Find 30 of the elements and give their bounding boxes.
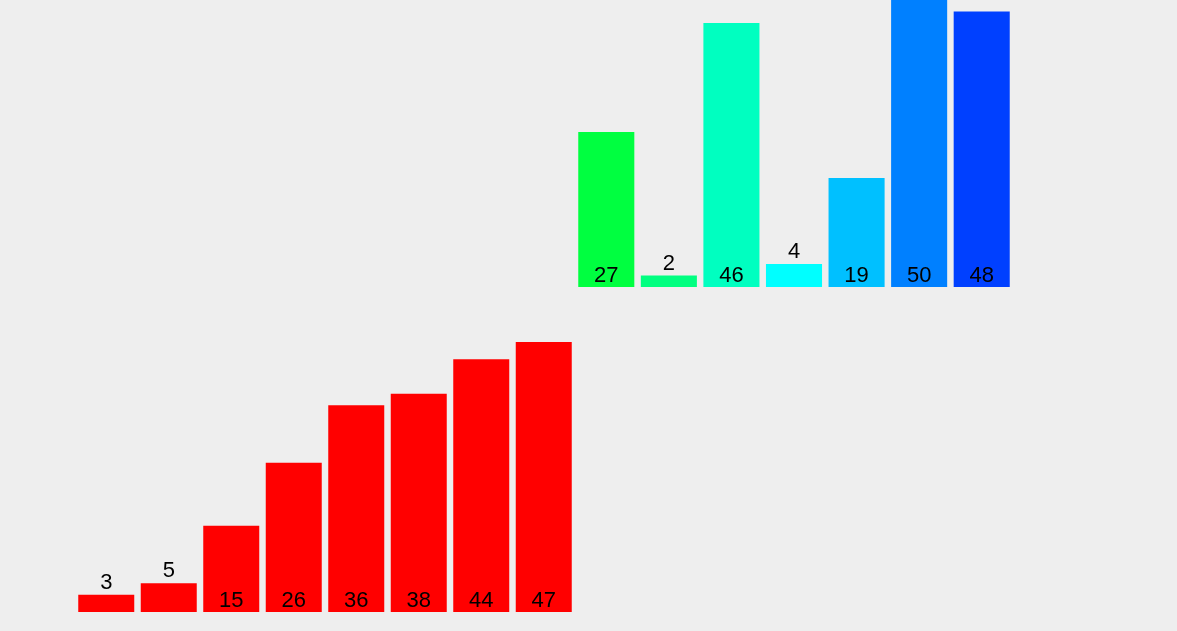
data-label: 38 <box>406 587 431 612</box>
data-label: 48 <box>969 262 994 287</box>
data-label: 26 <box>281 587 306 612</box>
data-label: 36 <box>344 587 369 612</box>
data-label: 5 <box>162 557 175 583</box>
bar <box>703 22 760 287</box>
bar <box>78 594 135 612</box>
bar <box>828 177 885 287</box>
data-label: 2 <box>662 249 675 275</box>
data-label: 3 <box>100 568 113 594</box>
data-label: 4 <box>787 238 801 264</box>
bar <box>765 264 823 287</box>
bar <box>328 405 385 612</box>
bar <box>515 342 572 612</box>
data-label: 47 <box>531 587 556 612</box>
bar <box>453 359 510 612</box>
data-label: 19 <box>844 262 869 287</box>
bar <box>265 462 322 612</box>
bar <box>140 583 197 612</box>
bar <box>203 525 260 612</box>
bar <box>390 393 447 612</box>
bar <box>578 132 635 287</box>
data-label: 46 <box>719 262 744 287</box>
bar <box>891 0 948 287</box>
bar <box>640 275 697 287</box>
bar <box>953 11 1010 287</box>
data-label: 15 <box>219 587 244 612</box>
data-label: 44 <box>469 587 494 612</box>
data-label: 50 <box>906 262 932 287</box>
data-label: 27 <box>594 262 619 287</box>
